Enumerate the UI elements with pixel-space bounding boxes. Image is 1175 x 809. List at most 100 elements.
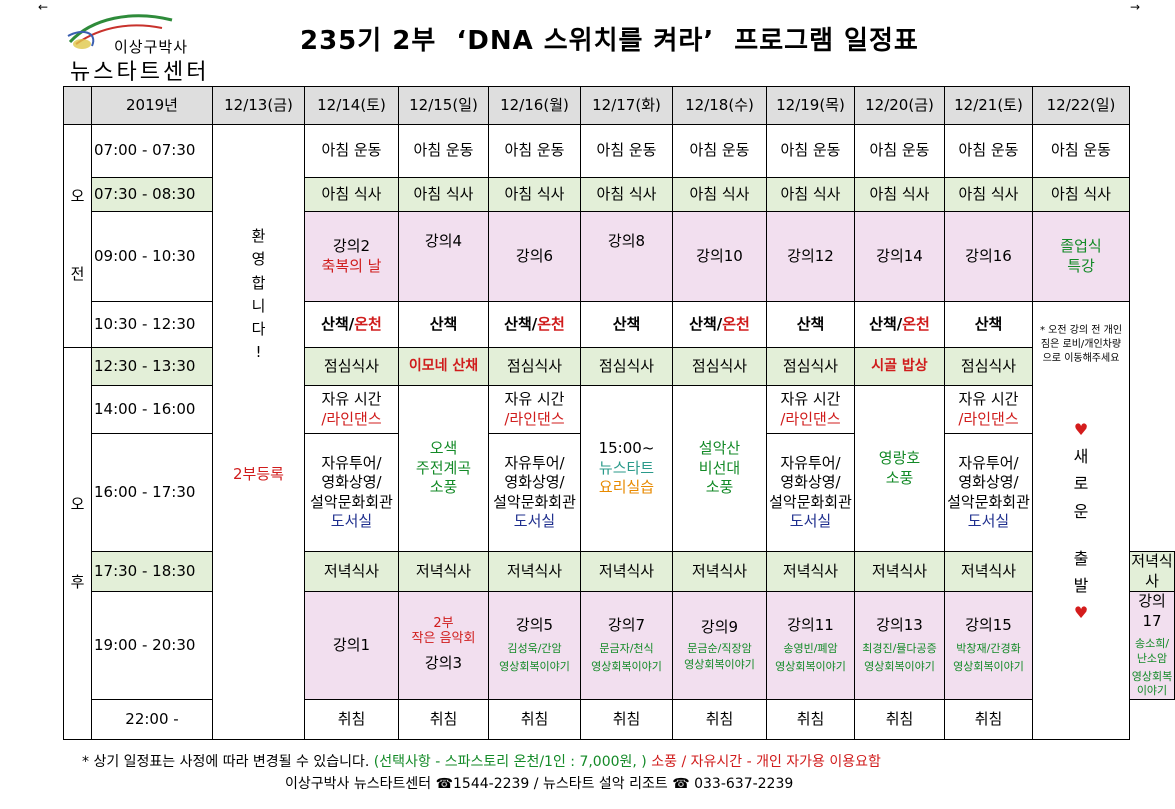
tour-cell: 자유투어/ 영화상영/ 설악문화회관 도서실 (944, 433, 1033, 552)
walk-spa: 산책/온천 (672, 301, 767, 348)
lecture-cell: 강의2 축복의 날 (304, 211, 399, 302)
story-label: 영상회복이야기 (499, 660, 570, 674)
library-label: 도서실 (513, 512, 556, 530)
date-header: 12/14(토) (304, 86, 399, 125)
logo: 이상구박사 뉴스타트센터 (62, 10, 262, 85)
library-label: 도서실 (789, 512, 832, 530)
time-cell: 12:30 - 13:30 (91, 347, 213, 386)
story-label: 영상회복이야기 (684, 658, 755, 672)
table-row: 16:00 - 17:30 자유투어/ 영화상영/ 설악문화회관 도서실 자유투… (64, 433, 1175, 552)
sleep: 취침 (672, 699, 767, 740)
period-char: 오 (70, 494, 85, 513)
class-time: 15:00~ (598, 439, 655, 458)
morning-exercise: 아침 운동 (944, 124, 1033, 178)
morning-exercise: 아침 운동 (854, 124, 945, 178)
lecture-cell: 강의8 (580, 211, 673, 302)
corner-cell (63, 86, 92, 125)
tour-cell: 자유투어/ 영화상영/ 설악문화회관 도서실 (488, 433, 581, 552)
speaker-label: 박창재/간경화 (956, 641, 1021, 655)
walk: 산책 (944, 301, 1033, 348)
lecture-cell: 강의5 김성욱/간암 영상회복이야기 (488, 591, 581, 700)
tour-line: 설악문화회관 (769, 492, 852, 511)
speaker-label: 최경진/뮬다공증 (862, 641, 937, 655)
picnic-cell: 설악산 비선대 소풍 (672, 385, 767, 552)
welcome-char: ! (255, 343, 262, 362)
story-label: 영상회복이야기 (953, 660, 1024, 674)
lecture-name: 강의17 (1138, 592, 1166, 630)
lunch: 점심식사 (488, 347, 581, 386)
picnic-line: 비선대 (698, 458, 741, 477)
message-char: 출 (1073, 548, 1089, 568)
walk-label: 산책/ (689, 314, 723, 333)
lunch-special: 이모네 산채 (398, 347, 489, 386)
breakfast: 아침 식사 (944, 177, 1033, 212)
lecture-cell: 강의17 송소희/난소암 영상회복이야기 (1129, 591, 1175, 700)
picnic-cell: 영랑호 소풍 (854, 385, 945, 552)
sleep: 취침 (580, 699, 673, 740)
library-label: 도서실 (967, 512, 1010, 530)
dinner: 저녁식사 (304, 551, 399, 592)
morning-exercise: 아침 운동 (580, 124, 673, 178)
sleep: 취침 (766, 699, 855, 740)
walk-label: 산책/ (321, 314, 355, 333)
date-header: 12/22(일) (1032, 86, 1130, 125)
lecture-cell: 강의11 송영빈/폐암 영상회복이야기 (766, 591, 855, 700)
table-row: 14:00 - 16:00 자유 시간/라인댄스 오색 주전계곡 소풍 자유 시… (64, 385, 1175, 552)
breakfast: 아침 식사 (398, 177, 489, 212)
time-cell: 19:00 - 20:30 (91, 591, 213, 700)
lecture-name: 강의7 (607, 616, 646, 635)
welcome-char: 다 (251, 320, 266, 338)
breakfast: 아침 식사 (488, 177, 581, 212)
lunch: 점심식사 (304, 347, 399, 386)
year-header: 2019년 (91, 86, 213, 125)
picnic-line: 주전계곡 (415, 458, 472, 477)
table-row: 22:00 - 취침 취침 취침 취침 취침 취침 취침 취침 (64, 699, 1175, 740)
picnic-line: 소풍 (885, 468, 914, 487)
final-day-cell: * 오전 강의 전 개인 짐은 로비/개인차량으로 이동해주세요 ♥ 새 로 운… (1032, 301, 1130, 740)
tour-line: 영화상영/ (958, 473, 1019, 491)
tour-cell: 자유투어/ 영화상영/ 설악문화회관 도서실 (766, 433, 855, 552)
dinner: 저녁식사 (766, 551, 855, 592)
time-cell: 14:00 - 16:00 (91, 385, 213, 434)
footer-contact: 이상구박사 뉴스타트센터 ☎1544-2239 / 뉴스타트 설악 리조트 ☎ … (285, 776, 794, 792)
period-pm: 오 후 (63, 347, 92, 740)
concert-label: 작은 음악회 (411, 630, 476, 646)
tour-line: 자유투어/ (504, 453, 565, 472)
lecture-cell: 강의7 문금자/천식 영상회복이야기 (580, 591, 673, 700)
story-label: 영상회복이야기 (864, 660, 935, 674)
story-label: 영상회복이야기 (775, 660, 846, 674)
heart-icon: ♥ (1073, 420, 1089, 439)
welcome-cell: 환 영 합 니 다 ! 2부등록 (212, 124, 305, 740)
time-cell: 10:30 - 12:30 (91, 301, 213, 348)
class-activity: 요리실습 (598, 478, 655, 497)
spa-label: 온천 (354, 314, 382, 333)
sleep: 취침 (944, 699, 1033, 740)
tour-line: 자유투어/ (780, 453, 841, 472)
dinner: 저녁식사 (580, 551, 673, 592)
breakfast: 아침 식사 (766, 177, 855, 212)
lunch: 점심식사 (944, 347, 1033, 386)
date-header: 12/21(토) (944, 86, 1033, 125)
speaker-label: 송소희/난소암 (1134, 637, 1170, 665)
tour-line: 설악문화회관 (310, 492, 393, 511)
lunch: 점심식사 (672, 347, 767, 386)
story-label: 영상회복이야기 (591, 660, 662, 674)
sleep: 취침 (854, 699, 945, 740)
walk: 산책 (398, 301, 489, 348)
tour-line: 영화상영/ (504, 473, 565, 491)
date-header: 12/15(일) (398, 86, 489, 125)
morning-exercise: 아침 운동 (672, 124, 767, 178)
sleep: 취침 (398, 699, 489, 740)
time-cell: 17:30 - 18:30 (91, 551, 213, 592)
free-time: 자유 시간/라인댄스 (304, 385, 399, 434)
time-cell: 22:00 - (91, 699, 213, 740)
lecture-cell: 강의15 박창재/간경화 영상회복이야기 (944, 591, 1033, 700)
free-time: 자유 시간/라인댄스 (488, 385, 581, 434)
class-name: 뉴스타트 (598, 458, 655, 477)
free-time-label: 자유 시간 (321, 390, 382, 408)
graduation-label: 졸업식 (1060, 237, 1102, 255)
special-lecture-label: 특강 (1067, 256, 1095, 275)
spa-label: 온천 (722, 314, 750, 333)
footer-optional: (선택사항 - 스파스토리 온천/1인 : 7,000원, ) (373, 754, 647, 770)
dinner: 저녁식사 (398, 551, 489, 592)
